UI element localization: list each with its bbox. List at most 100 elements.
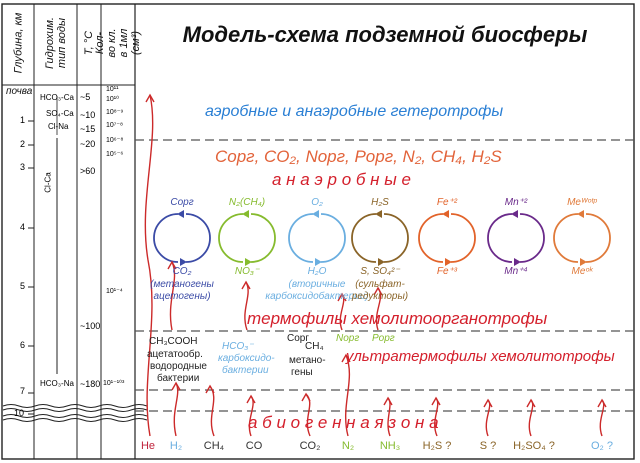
arrow-upper-3-head bbox=[373, 286, 383, 296]
temp-4: ~20 bbox=[80, 139, 96, 149]
cycle-arrowhead-top bbox=[312, 210, 319, 218]
cells-3: 10⁸⁻⁹ bbox=[106, 109, 124, 116]
depth-2: 2 bbox=[20, 139, 26, 149]
cycle-arc-left bbox=[418, 213, 444, 263]
cycle-top-label: Fe⁺² bbox=[436, 197, 458, 208]
arrow-s-head bbox=[483, 398, 493, 408]
hydro-cl-na: Cl-Na bbox=[48, 122, 69, 131]
cycle-note-1: (вторичные bbox=[288, 279, 346, 290]
acetate-line-3: бактерии bbox=[157, 373, 200, 384]
arrow-upper-2-head bbox=[241, 280, 251, 290]
temp-2: ~10 bbox=[80, 110, 96, 120]
cycle-arrowhead-bottom bbox=[315, 258, 322, 266]
cycle-arrowhead-top bbox=[511, 210, 518, 218]
temp-1: ~5 bbox=[80, 92, 91, 102]
cycle-note-2: ацетогены) bbox=[153, 291, 211, 302]
methano-4: гены bbox=[291, 367, 313, 378]
cells-2: 10¹⁰ bbox=[106, 96, 119, 103]
gas-label: O₂ ? bbox=[591, 440, 613, 452]
cycle-2 bbox=[218, 210, 276, 266]
cycle-arrowhead-bottom bbox=[580, 258, 587, 266]
cycle-5 bbox=[418, 210, 476, 266]
hydro-hco3-ca: HCO₃-Ca bbox=[40, 93, 74, 102]
cycle-7 bbox=[553, 210, 611, 266]
gas-label: CO₂ bbox=[299, 440, 321, 452]
acetate-line-1: ацетатообр. bbox=[147, 349, 203, 360]
outer-border bbox=[1, 3, 635, 460]
arrow-he-head bbox=[145, 93, 155, 103]
cycle-arc-left bbox=[487, 213, 513, 263]
cycle-arc-left bbox=[351, 213, 377, 263]
acetate-title: CH₃COOH bbox=[149, 336, 198, 347]
arrow-he bbox=[144, 94, 154, 437]
temp-3: ~15 bbox=[80, 124, 96, 134]
cycle-arrowhead-bottom bbox=[245, 258, 252, 266]
cycle-arc-left bbox=[218, 213, 244, 263]
cycle-arrowhead-top bbox=[442, 210, 449, 218]
carboxy-3: бактерии bbox=[222, 365, 269, 376]
cycle-arc-right bbox=[185, 213, 211, 263]
depth-3: 3 bbox=[20, 162, 26, 172]
cycle-4 bbox=[351, 210, 409, 266]
cycle-arrowhead-bottom bbox=[378, 258, 385, 266]
cycle-arc-right bbox=[250, 213, 276, 263]
cycle-arc-left bbox=[153, 213, 179, 263]
cells-7: 10¹⁻⁴ bbox=[106, 288, 123, 295]
cycle-arc-right bbox=[585, 213, 611, 263]
cycle-bottom-label: NO₃⁻ bbox=[234, 266, 260, 277]
cycle-bottom-label: S, SO₄²⁻ bbox=[360, 266, 400, 277]
cycle-top-label: O₂ bbox=[311, 197, 323, 208]
cycle-top-label: Cорг bbox=[170, 197, 194, 208]
cycle-arrowhead-top bbox=[177, 210, 184, 218]
cycle-group bbox=[153, 210, 611, 266]
cycle-top-label: H₂S bbox=[371, 197, 389, 208]
gas-label: H₂S ? bbox=[422, 440, 452, 452]
hydro-so4-ca: SO₄-Ca bbox=[46, 109, 74, 118]
soil-label: почва bbox=[6, 86, 33, 97]
depth-ticks bbox=[28, 120, 34, 415]
arrow-group bbox=[144, 93, 607, 437]
gas-label: He bbox=[140, 440, 156, 452]
cells-8: 10¹⁻¹⁰³ bbox=[103, 380, 125, 387]
arrow-co2-head bbox=[301, 392, 311, 402]
methano-3: метано- bbox=[289, 355, 326, 366]
hydro-header: Гидрохим. тип воды bbox=[44, 17, 68, 69]
zone-ultrathermophiles: ультратермофилы хемолитотрофы bbox=[346, 348, 615, 365]
cycle-arc-left bbox=[288, 213, 314, 263]
cycle-3 bbox=[288, 210, 346, 266]
gas-label: H₂SO₄ ? bbox=[513, 440, 555, 452]
carboxy-1: HCO₃⁻ bbox=[222, 341, 254, 352]
methano-2: CH₄ bbox=[305, 341, 324, 352]
arrow-upper-4-head bbox=[337, 292, 347, 302]
cycle-note-1: (метаногены bbox=[150, 279, 214, 290]
depth-10: 10 bbox=[14, 408, 25, 418]
arrow-n2 bbox=[344, 354, 351, 437]
arrow-n2-head bbox=[341, 353, 351, 363]
arrow-upper-1-head bbox=[167, 260, 177, 270]
gas-label: NH₃ bbox=[379, 440, 401, 452]
gas-label: H₂ bbox=[169, 440, 183, 452]
cycle-1 bbox=[153, 210, 211, 266]
arrow-ch4-head bbox=[205, 384, 215, 394]
arrow-h2-head bbox=[171, 381, 181, 391]
arrow-h2s-head bbox=[431, 396, 441, 406]
cycle-arc-right bbox=[519, 213, 545, 263]
cycle-note-1: (сульфат- bbox=[355, 279, 405, 290]
methano-1: Cорг bbox=[287, 333, 309, 344]
gas-label: CO bbox=[245, 440, 263, 452]
cycle-bottom-label: Meᵒᵏ bbox=[571, 266, 593, 277]
page-title: Модель-схема подземной биосферы bbox=[182, 22, 588, 47]
arrow-h2so4 bbox=[528, 399, 534, 437]
zone-heterotrophs: аэробные и анаэробные гетеротрофы bbox=[205, 103, 504, 120]
norg-label: Nорг bbox=[336, 333, 360, 344]
temp-5: >60 bbox=[80, 166, 96, 176]
cycle-arrowhead-bottom bbox=[180, 258, 187, 266]
wavy-breaks bbox=[2, 404, 148, 422]
arrow-upper-1 bbox=[169, 261, 176, 331]
temp-6: ~100 bbox=[80, 321, 101, 331]
cycle-bottom-label: CO₂ bbox=[172, 266, 192, 277]
acetate-line-2: водородные bbox=[150, 361, 207, 372]
gas-label: S ? bbox=[479, 440, 497, 452]
cycle-arrowhead-bottom bbox=[445, 258, 452, 266]
